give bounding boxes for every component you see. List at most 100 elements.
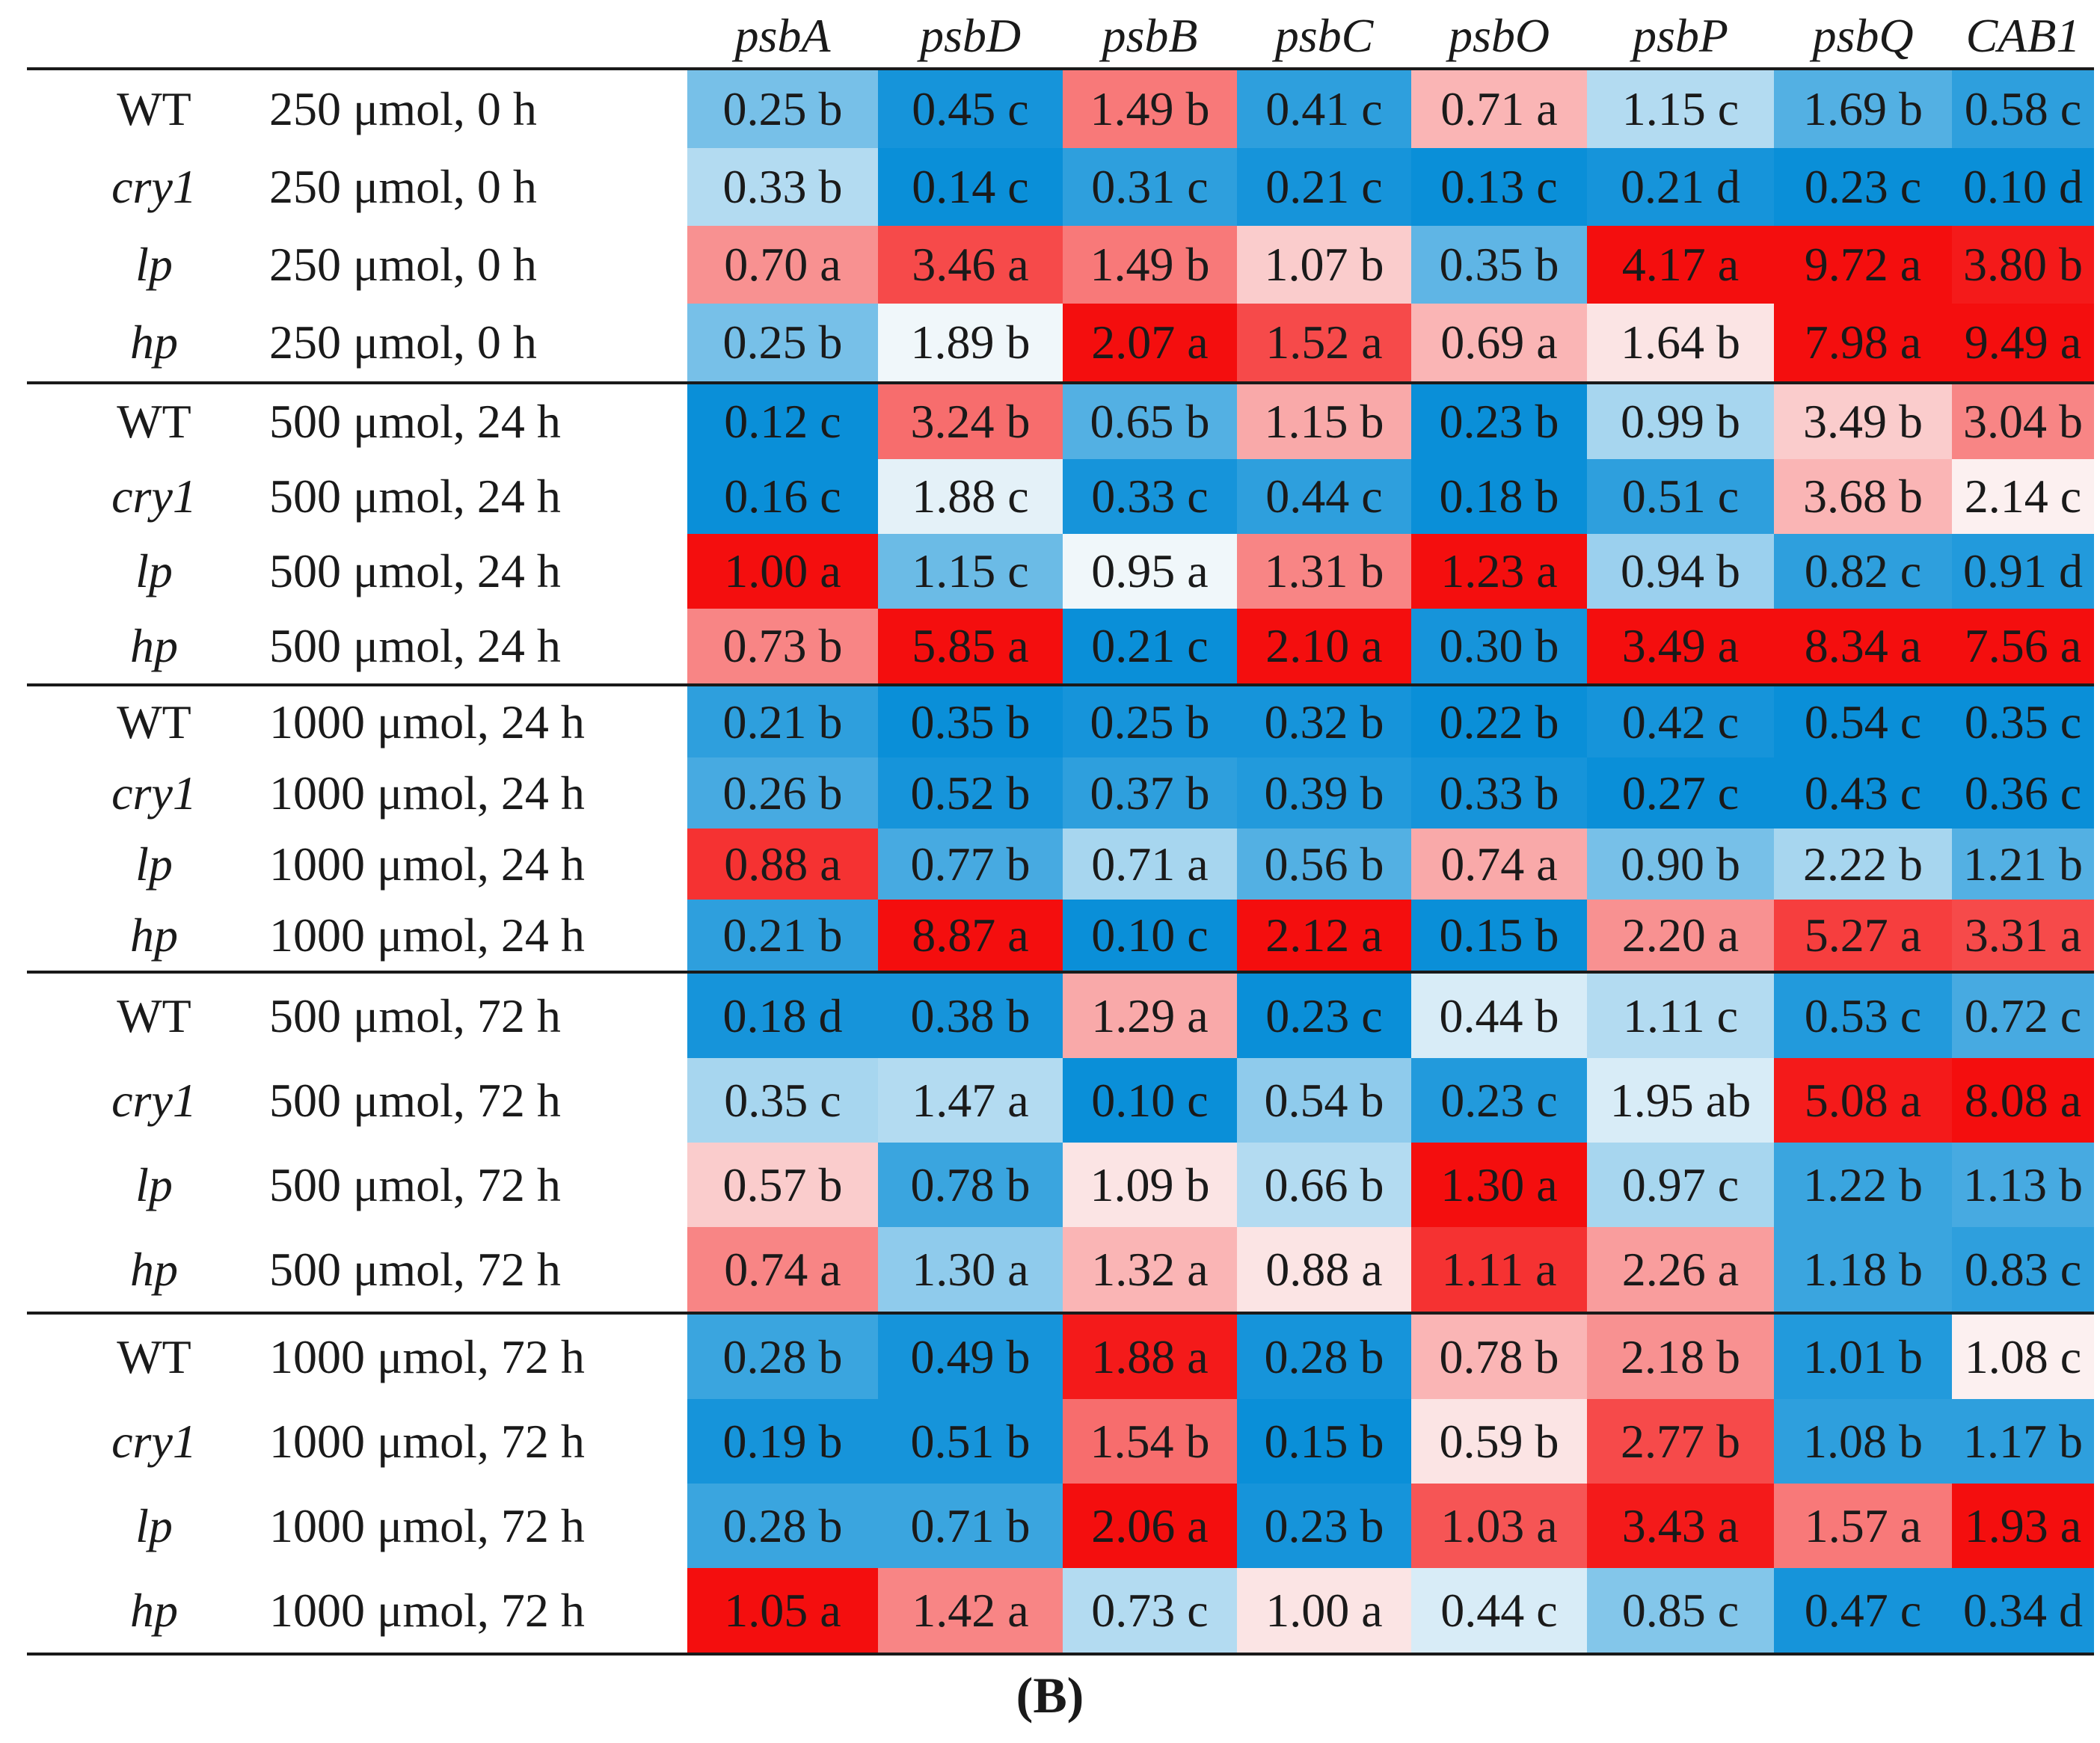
heatmap-cell: 1.54 b <box>1063 1399 1237 1484</box>
heatmap-cell: 0.88 a <box>687 829 878 900</box>
heatmap-cell: 3.31 a <box>1952 900 2094 971</box>
heatmap-cell: 0.52 b <box>878 757 1063 829</box>
heatmap-cell: 1.22 b <box>1774 1143 1952 1227</box>
row-genotype: WT <box>117 395 191 448</box>
heatmap-cell: 0.44 c <box>1237 459 1411 534</box>
heatmap-cell: 0.23 b <box>1237 1484 1411 1568</box>
heatmap-cell: 4.17 a <box>1587 226 1774 304</box>
row-genotype: hp <box>130 909 178 962</box>
heatmap-cell: 0.77 b <box>878 829 1063 900</box>
heatmap-cell: 3.43 a <box>1587 1484 1774 1568</box>
heatmap-cell: 0.15 b <box>1411 900 1587 971</box>
heatmap-cell: 0.54 c <box>1774 686 1952 757</box>
heatmap-cell: 1.08 b <box>1774 1399 1952 1484</box>
row-condition: 250 μmol, 0 h <box>269 316 537 369</box>
heatmap-cell: 1.23 a <box>1411 534 1587 609</box>
heatmap-cell: 1.11 c <box>1587 974 1774 1058</box>
heatmap-cell: 2.06 a <box>1063 1484 1237 1568</box>
heatmap-cell: 3.46 a <box>878 226 1063 304</box>
heatmap-cell: 0.82 c <box>1774 534 1952 609</box>
row-genotype: WT <box>117 1330 191 1383</box>
heatmap-cell: 1.69 b <box>1774 70 1952 148</box>
heatmap-cell: 0.28 b <box>1237 1315 1411 1399</box>
heatmap-cell: 8.87 a <box>878 900 1063 971</box>
heatmap-cell: 0.25 b <box>687 70 878 148</box>
column-header-psbC: psbC <box>1274 9 1374 62</box>
heatmap-cell: 0.23 c <box>1411 1058 1587 1143</box>
heatmap-cell: 0.51 c <box>1587 459 1774 534</box>
column-header-CAB1: CAB1 <box>1965 9 2081 62</box>
heatmap-cell: 1.09 b <box>1063 1143 1237 1227</box>
heatmap-cell: 0.57 b <box>687 1143 878 1227</box>
row-condition: 500 μmol, 24 h <box>269 470 561 523</box>
heatmap-cell: 1.52 a <box>1237 304 1411 381</box>
heatmap-cell: 9.72 a <box>1774 226 1952 304</box>
row-condition: 500 μmol, 72 h <box>269 1074 561 1127</box>
row-condition: 1000 μmol, 72 h <box>269 1499 585 1552</box>
heatmap-cell: 0.22 b <box>1411 686 1587 757</box>
heatmap-cell: 0.23 c <box>1237 974 1411 1058</box>
heatmap-cell: 5.85 a <box>878 609 1063 683</box>
heatmap-cell: 0.88 a <box>1237 1227 1411 1312</box>
heatmap-cell: 0.71 a <box>1411 70 1587 148</box>
heatmap-cell: 2.10 a <box>1237 609 1411 683</box>
heatmap-cell: 1.88 c <box>878 459 1063 534</box>
heatmap-cell: 0.18 b <box>1411 459 1587 534</box>
group-divider <box>27 67 2094 70</box>
row-genotype: hp <box>130 619 178 672</box>
heatmap-cell: 1.15 c <box>878 534 1063 609</box>
heatmap-cell: 0.21 c <box>1237 148 1411 226</box>
heatmap-cell: 2.07 a <box>1063 304 1237 381</box>
row-genotype: lp <box>135 837 173 891</box>
row-genotype: lp <box>135 544 173 597</box>
group-divider <box>27 1312 2094 1315</box>
heatmap-cell: 1.17 b <box>1952 1399 2094 1484</box>
heatmap-cell: 2.22 b <box>1774 829 1952 900</box>
heatmap-cell: 0.21 b <box>687 900 878 971</box>
heatmap-cell: 1.29 a <box>1063 974 1237 1058</box>
row-genotype: lp <box>135 1158 173 1211</box>
heatmap-cell: 1.03 a <box>1411 1484 1587 1568</box>
heatmap-cell: 2.12 a <box>1237 900 1411 971</box>
row-genotype: lp <box>135 238 173 291</box>
row-condition: 500 μmol, 24 h <box>269 619 561 672</box>
row-genotype: cry1 <box>111 766 197 820</box>
row-genotype: lp <box>135 1499 173 1552</box>
heatmap-cell: 1.15 c <box>1587 70 1774 148</box>
heatmap-cell: 2.26 a <box>1587 1227 1774 1312</box>
column-header-psbQ: psbQ <box>1812 9 1914 62</box>
heatmap-cell: 0.21 d <box>1587 148 1774 226</box>
heatmap-cell: 0.51 b <box>878 1399 1063 1484</box>
row-genotype: WT <box>117 695 191 748</box>
heatmap-cell: 0.27 c <box>1587 757 1774 829</box>
figure-caption: (B) <box>1016 1667 1084 1724</box>
row-condition: 250 μmol, 0 h <box>269 160 537 213</box>
heatmap-cell: 3.49 a <box>1587 609 1774 683</box>
row-genotype: cry1 <box>111 1415 197 1468</box>
heatmap-cell: 2.20 a <box>1587 900 1774 971</box>
row-genotype: hp <box>130 316 178 369</box>
heatmap-cell: 0.78 b <box>878 1143 1063 1227</box>
heatmap-cell: 0.49 b <box>878 1315 1063 1399</box>
heatmap-cell: 1.95 ab <box>1587 1058 1774 1143</box>
heatmap-cell: 0.85 c <box>1587 1568 1774 1653</box>
heatmap-cell: 1.18 b <box>1774 1227 1952 1312</box>
row-genotype: WT <box>117 989 191 1042</box>
group-divider <box>27 971 2094 974</box>
column-header-psbD: psbD <box>919 9 1022 62</box>
heatmap-cell: 1.89 b <box>878 304 1063 381</box>
heatmap-cell: 1.05 a <box>687 1568 878 1653</box>
row-condition: 1000 μmol, 72 h <box>269 1330 585 1383</box>
heatmap-cell: 0.23 c <box>1774 148 1952 226</box>
heatmap-cell: 0.35 b <box>1411 226 1587 304</box>
heatmap-cell: 1.13 b <box>1952 1143 2094 1227</box>
heatmap-cell: 0.10 c <box>1063 1058 1237 1143</box>
heatmap-cell: 0.41 c <box>1237 70 1411 148</box>
column-header-psbA: psbA <box>734 9 831 62</box>
heatmap-cell: 3.49 b <box>1774 384 1952 459</box>
heatmap-cell: 0.90 b <box>1587 829 1774 900</box>
heatmap-cell: 0.53 c <box>1774 974 1952 1058</box>
row-condition: 500 μmol, 72 h <box>269 1158 561 1211</box>
row-condition: 250 μmol, 0 h <box>269 82 537 135</box>
row-condition: 500 μmol, 72 h <box>269 989 561 1042</box>
